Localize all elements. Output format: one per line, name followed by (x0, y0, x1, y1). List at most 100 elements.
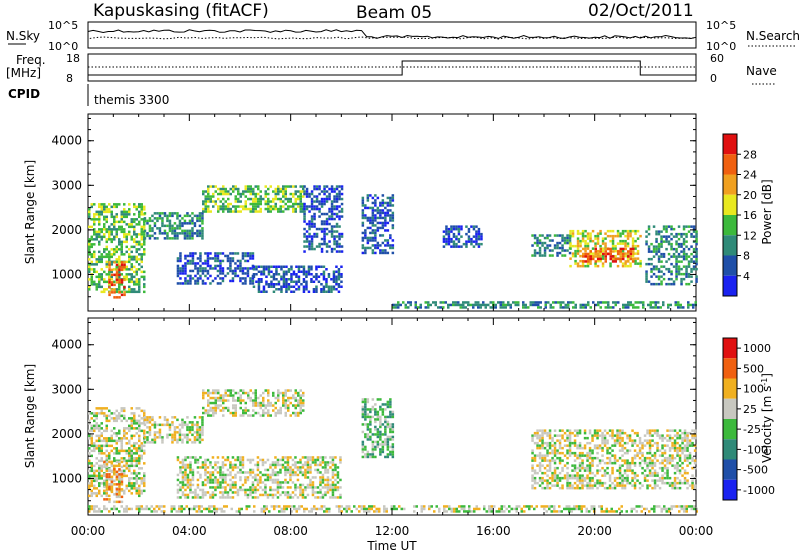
data-cell (90, 205, 93, 209)
data-cell (567, 301, 570, 304)
data-cell (186, 229, 189, 233)
data-cell (90, 474, 93, 478)
data-cell (321, 478, 325, 482)
data-cell (90, 489, 93, 493)
data-cell (290, 273, 293, 276)
data-cell (339, 458, 342, 462)
data-cell (201, 267, 205, 270)
data-cell (576, 244, 580, 248)
data-cell (105, 483, 109, 486)
data-cell (338, 242, 341, 246)
data-cell (695, 240, 698, 243)
data-cell (386, 221, 390, 225)
data-cell (695, 257, 698, 261)
data-cell (677, 303, 680, 307)
data-cell (257, 411, 260, 415)
data-cell (234, 414, 237, 417)
data-cell (522, 306, 525, 309)
data-cell (588, 464, 592, 467)
data-cell (276, 486, 280, 489)
data-cell (450, 227, 453, 231)
data-cell (214, 396, 217, 400)
data-cell (330, 212, 334, 216)
data-cell (133, 427, 136, 430)
data-cell (371, 455, 375, 459)
data-cell (325, 200, 329, 203)
data-cell (546, 479, 549, 482)
data-cell (692, 303, 695, 307)
data-cell (143, 429, 146, 433)
data-cell (427, 303, 430, 307)
data-cell (217, 187, 220, 191)
data-cell (186, 416, 189, 419)
data-cell (189, 461, 192, 464)
data-cell (386, 420, 390, 424)
data-cell (120, 483, 124, 486)
data-cell (90, 484, 93, 488)
data-cell (271, 461, 275, 464)
data-cell (90, 444, 93, 448)
data-cell (105, 205, 108, 209)
data-cell (95, 479, 98, 483)
data-cell (467, 235, 471, 238)
data-cell (687, 255, 691, 258)
data-cell (135, 479, 138, 483)
data-cell (125, 484, 128, 488)
data-cell (224, 192, 227, 196)
data-cell (295, 283, 298, 286)
data-cell (222, 406, 225, 410)
data-cell (120, 278, 124, 282)
data-cell (128, 442, 131, 445)
data-cell (596, 436, 599, 440)
data-cell (320, 222, 324, 226)
data-cell (325, 195, 329, 198)
data-cell (181, 438, 184, 442)
data-cell (366, 408, 370, 411)
data-cell (272, 207, 275, 211)
data-cell (588, 456, 592, 460)
data-cell (303, 202, 306, 206)
power-data-cells (88, 185, 698, 309)
data-cell (234, 466, 237, 469)
data-cell (579, 306, 582, 309)
data-cell (125, 260, 128, 264)
data-cell (254, 394, 257, 397)
data-cell (361, 244, 365, 247)
data-cell (286, 456, 290, 459)
data-cell (323, 212, 326, 216)
data-cell (128, 469, 131, 473)
data-cell (252, 192, 255, 196)
data-cell (173, 237, 177, 240)
data-cell (284, 197, 287, 201)
data-cell (660, 282, 663, 286)
data-cell (596, 456, 599, 460)
data-cell (302, 394, 305, 397)
data-cell (108, 454, 111, 458)
data-cell (120, 268, 124, 272)
data-cell (254, 391, 257, 395)
data-cell (135, 449, 138, 453)
data-cell (581, 239, 585, 243)
data-cell (619, 250, 622, 253)
data-cell (397, 301, 400, 304)
data-cell (632, 250, 635, 253)
data-cell (624, 229, 627, 233)
data-cell (328, 207, 331, 211)
data-cell (125, 290, 128, 294)
data-cell (319, 461, 322, 464)
data-cell (108, 452, 111, 455)
data-cell (103, 407, 106, 410)
data-cell (626, 232, 630, 235)
data-cell (369, 410, 372, 414)
data-cell (682, 252, 686, 256)
data-cell (311, 486, 315, 489)
data-cell (229, 461, 232, 464)
data-cell (209, 478, 212, 482)
data-cell (330, 250, 334, 253)
data-cell (480, 232, 483, 236)
data-cell (320, 200, 324, 203)
data-cell (254, 488, 257, 492)
data-cell (135, 422, 138, 425)
data-cell (332, 280, 336, 283)
